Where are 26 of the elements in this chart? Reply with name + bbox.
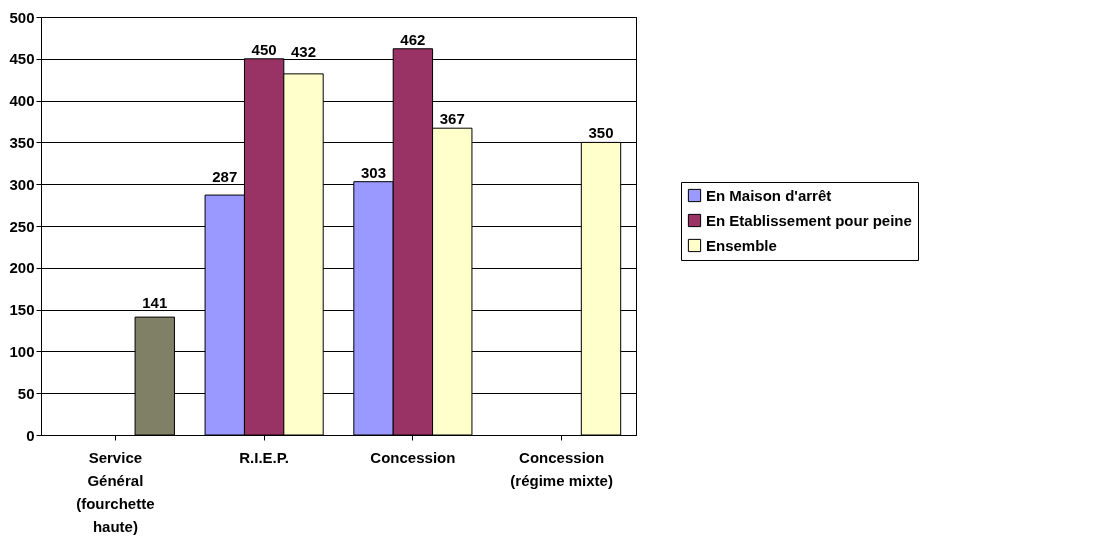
data-label: 287 — [212, 168, 238, 186]
y-tick-label: 150 — [9, 301, 35, 319]
y-tick-label: 350 — [9, 133, 35, 151]
legend-label: Ensemble — [706, 236, 777, 254]
data-label: 367 — [439, 110, 465, 128]
data-label: 303 — [360, 163, 387, 181]
y-tick-label: 50 — [17, 384, 35, 402]
x-tick-label: Concession — [370, 448, 456, 466]
x-tick-label: R.I.E.P. — [239, 448, 289, 466]
y-tick-label: 450 — [9, 50, 35, 68]
y-tick-label: 500 — [9, 8, 35, 26]
legend-label: En Etablissement pour peine — [706, 211, 912, 229]
y-tick-label: 300 — [9, 175, 35, 193]
y-tick-label: 0 — [26, 426, 35, 444]
y-tick-label: 250 — [9, 217, 35, 235]
data-label: 450 — [251, 40, 277, 58]
data-label: 462 — [400, 30, 426, 48]
legend-label: En Maison d'arrêt — [706, 186, 832, 204]
data-label: 432 — [290, 42, 317, 60]
data-label: 350 — [588, 124, 614, 142]
x-tick-label: Concession (régime mixte) — [510, 448, 613, 489]
y-tick-label: 400 — [9, 92, 35, 110]
x-tick-label: Service Général (fourchette haute) — [76, 448, 155, 535]
data-label: 141 — [142, 293, 168, 311]
y-tick-label: 200 — [9, 259, 35, 277]
y-tick-label: 100 — [9, 342, 35, 360]
